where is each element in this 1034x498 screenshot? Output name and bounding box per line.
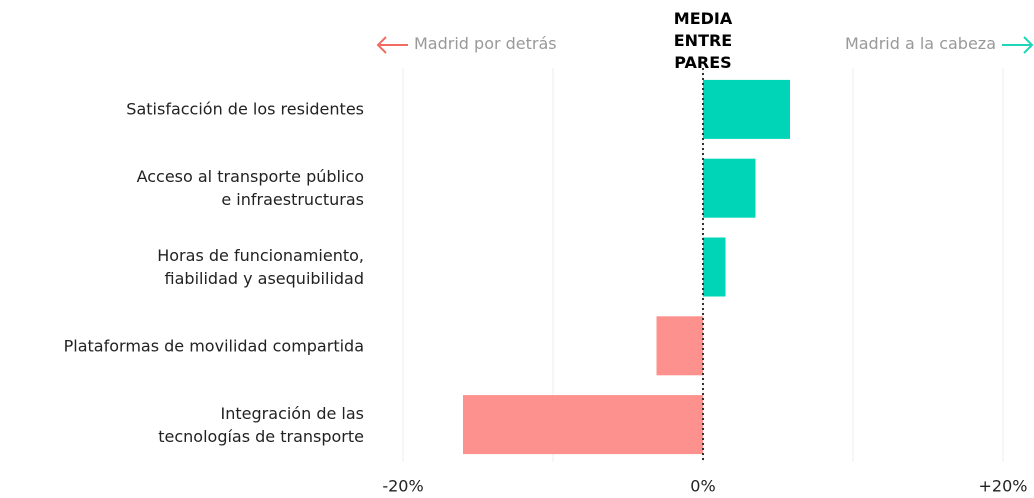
category-label: Plataformas de movilidad compartida <box>63 336 364 356</box>
bars <box>463 79 790 455</box>
bar <box>463 395 703 455</box>
category-label: Satisfacción de los residentes <box>126 99 364 119</box>
left-annotation: Madrid por detrás <box>414 34 557 53</box>
x-tick-label: 0% <box>690 477 715 496</box>
category-label: Horas de funcionamiento, fiabilidad y as… <box>157 246 364 288</box>
right-arrow <box>1002 36 1034 54</box>
category-label: Acceso al transporte público e infraestr… <box>136 167 364 210</box>
bar <box>703 79 790 139</box>
chart-title: MEDIA ENTRE PARES <box>673 9 733 72</box>
arrow-head <box>1023 36 1034 54</box>
bar <box>703 237 726 297</box>
x-tick-label: +20% <box>979 477 1028 496</box>
left-arrow <box>376 36 408 54</box>
category-label: Integración de las tecnologías de transp… <box>158 403 364 446</box>
arrow-head <box>376 36 387 54</box>
x-tick-label: -20% <box>382 477 423 496</box>
bar <box>656 316 703 376</box>
right-annotation: Madrid a la cabeza <box>844 34 996 53</box>
bar <box>703 158 756 218</box>
overlay: -20% 0% +20% <box>382 68 1027 496</box>
